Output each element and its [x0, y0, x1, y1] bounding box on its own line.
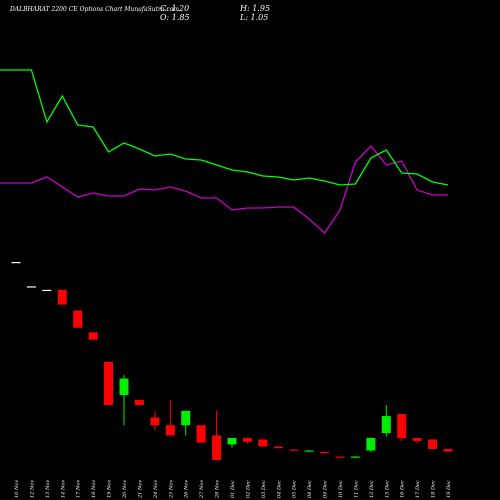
x-tick-label: 14 Nov	[60, 480, 66, 498]
candle-body	[73, 310, 83, 328]
candle-body	[11, 262, 21, 264]
x-tick-label: 18 Nov	[91, 480, 97, 498]
x-tick-label: 08 Dec	[307, 480, 313, 498]
candle-body	[258, 439, 268, 447]
candle-body	[350, 456, 360, 458]
x-tick-label: 12 Nov	[29, 480, 35, 498]
x-tick-label: 12 Dec	[369, 480, 375, 498]
candle-body	[212, 435, 222, 460]
candle-body	[150, 417, 160, 426]
candle-body	[42, 289, 52, 292]
x-tick-label: 16 Dec	[400, 480, 406, 498]
candle-body	[381, 416, 391, 434]
x-tick-label: 02 Dec	[245, 480, 251, 498]
candle-body	[304, 450, 314, 452]
candle-body	[57, 289, 67, 305]
x-tick-label: 20 Nov	[122, 480, 128, 499]
candle-body	[335, 456, 345, 458]
x-tick-label: 27 Nov	[199, 480, 205, 499]
candle-body	[227, 438, 237, 445]
x-tick-label: 15 Dec	[384, 480, 390, 498]
candle-body	[289, 449, 299, 451]
x-tick-label: 17 Dec	[415, 480, 421, 498]
x-tick-label: 19 Nov	[107, 480, 113, 498]
candle-body	[397, 414, 407, 439]
x-tick-label: 04 Dec	[276, 480, 282, 498]
candle-body	[104, 361, 114, 406]
x-tick-label: 17 Nov	[76, 480, 82, 498]
candle-body	[134, 399, 144, 406]
x-tick-label: 18 Dec	[431, 480, 437, 498]
candle-body	[88, 332, 98, 340]
x-tick-label: 25 Nov	[168, 480, 174, 499]
candle-body	[119, 378, 129, 396]
chart-title: DALBHARAT 2200 CE Options Chart MunafaSu…	[10, 6, 180, 13]
x-tick-label: 28 Nov	[215, 480, 221, 499]
candle-body	[443, 449, 453, 452]
x-tick-label: 26 Nov	[184, 480, 190, 499]
candle-body	[320, 451, 330, 454]
candle-body	[196, 425, 206, 443]
x-tick-label: 01 Dec	[230, 480, 236, 498]
candle-body	[273, 446, 283, 449]
x-tick-label: 10 Nov	[14, 480, 20, 498]
high-value: H: 1.95	[240, 4, 271, 13]
candle-body	[26, 286, 36, 288]
green-indicator-line	[0, 69, 449, 186]
candle-body	[366, 438, 376, 451]
x-tick-label: 21 Nov	[137, 480, 143, 499]
x-tick-label: 19 Dec	[446, 480, 452, 498]
x-tick-label: 24 Nov	[153, 480, 159, 499]
x-tick-label: 10 Dec	[338, 480, 344, 498]
candle-body	[428, 439, 438, 450]
candle-body	[165, 425, 175, 436]
magenta-indicator-line	[0, 145, 448, 234]
open-value: O: 1.85	[160, 13, 190, 22]
low-value: L: 1.05	[240, 13, 269, 22]
candle-body	[181, 410, 191, 426]
x-tick-label: 11 Dec	[353, 480, 359, 498]
x-tick-label: 05 Dec	[292, 480, 298, 498]
candle-body	[242, 438, 252, 442]
x-tick-label: 03 Dec	[261, 480, 267, 498]
close-value: C: 1.20	[160, 4, 190, 13]
x-tick-label: 09 Dec	[323, 480, 329, 498]
candle-body	[412, 438, 422, 441]
x-tick-label: 13 Nov	[45, 480, 51, 498]
